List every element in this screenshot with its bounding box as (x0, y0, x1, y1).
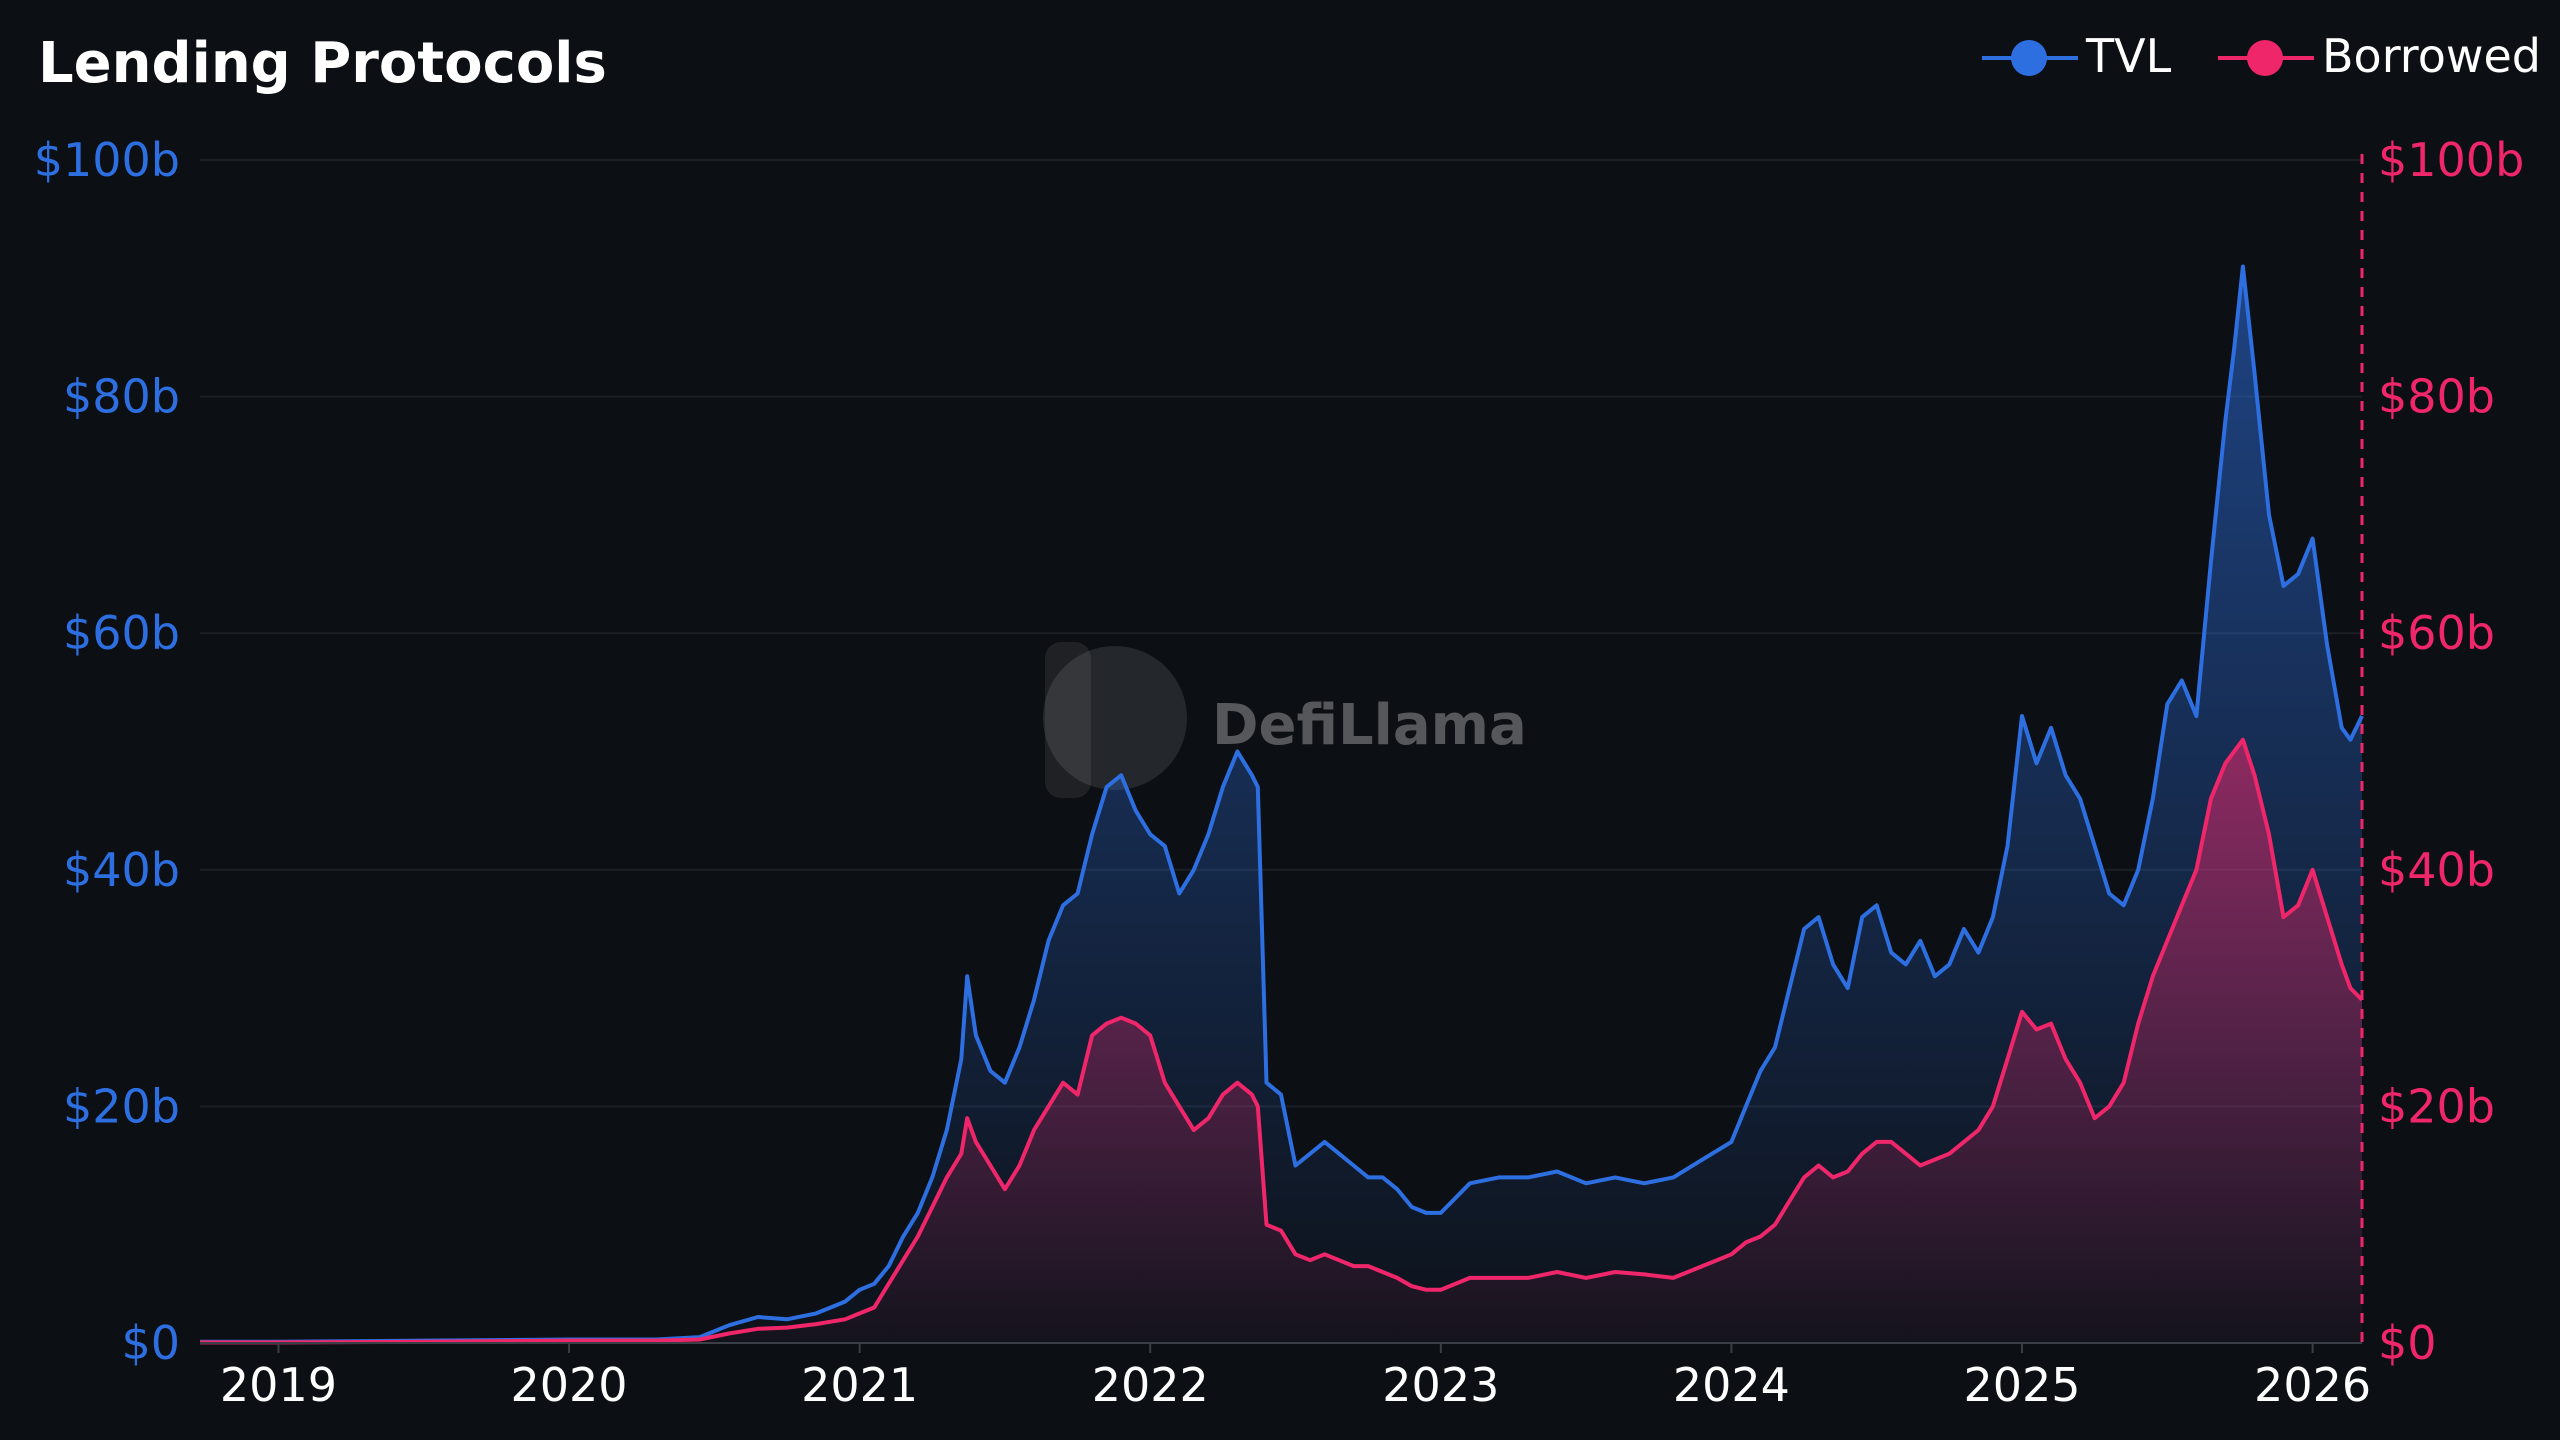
x-tick-label: 2019 (220, 1358, 337, 1412)
y-left-tick-label: $60b (63, 606, 180, 660)
y-right-tick-label: $0 (2378, 1316, 2437, 1370)
x-tick-label: 2021 (801, 1358, 918, 1412)
series-borrowed[interactable] (200, 737, 2364, 1345)
series-borrowed-area (200, 739, 2362, 1343)
legend-tvl-label: TVL (2085, 29, 2172, 83)
y-right-tick-label: $80b (2378, 370, 2495, 424)
y-axis-right: $0 $20b $40b $60b $80b $100b (2378, 133, 2524, 1370)
x-tick-label: 2023 (1382, 1358, 1499, 1412)
y-left-tick-label: $40b (63, 843, 180, 897)
legend[interactable]: TVL Borrowed (1982, 29, 2541, 83)
x-tick-label: 2025 (1963, 1358, 2080, 1412)
y-right-tick-label: $20b (2378, 1079, 2495, 1133)
legend-item-tvl[interactable]: TVL (1982, 29, 2172, 83)
y-right-tick-label: $40b (2378, 843, 2495, 897)
x-tick-label: 2022 (1092, 1358, 1209, 1412)
chart-title: Lending Protocols (38, 31, 607, 96)
x-axis: 2019 2020 2021 2022 2023 2024 2025 2026 (220, 1358, 2371, 1412)
watermark: DefiLlama (1043, 642, 1527, 798)
x-tick-label: 2026 (2254, 1358, 2371, 1412)
legend-item-borrowed[interactable]: Borrowed (2218, 29, 2541, 83)
y-axis-left: $0 $20b $40b $60b $80b $100b (34, 133, 180, 1370)
watermark-logo-shape (1045, 642, 1091, 798)
y-left-tick-label: $0 (121, 1316, 180, 1370)
legend-borrowed-label: Borrowed (2322, 29, 2541, 83)
y-left-tick-label: $80b (63, 370, 180, 424)
watermark-text: DefiLlama (1212, 693, 1527, 758)
x-tick-label: 2020 (511, 1358, 628, 1412)
watermark-llama-icon (1043, 646, 1187, 790)
x-tick-label: 2024 (1673, 1358, 1790, 1412)
y-left-tick-label: $100b (34, 133, 180, 187)
y-left-tick-label: $20b (63, 1079, 180, 1133)
series-borrowed-line[interactable] (200, 737, 2364, 1345)
y-right-tick-label: $100b (2378, 133, 2524, 187)
series-tvl-area (200, 266, 2362, 1343)
legend-tvl-marker (2011, 40, 2047, 76)
series-tvl[interactable] (200, 264, 2364, 1344)
axes (200, 154, 2364, 1353)
series-tvl-line[interactable] (200, 264, 2364, 1344)
y-right-tick-label: $60b (2378, 606, 2495, 660)
legend-borrowed-marker (2247, 40, 2283, 76)
